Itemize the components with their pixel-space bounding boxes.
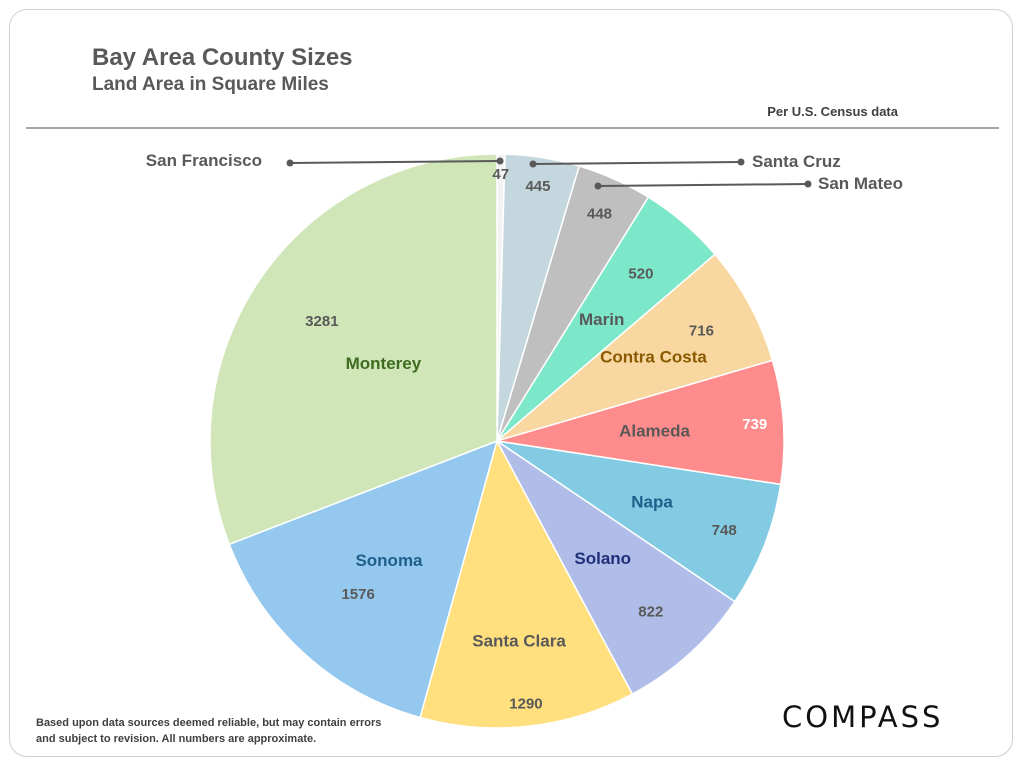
leader-dot-start-san-francisco	[496, 157, 504, 165]
value-label-santa-cruz: 445	[525, 178, 550, 195]
value-label-solano: 822	[638, 603, 663, 620]
value-label-alameda: 739	[742, 416, 767, 433]
value-label-marin: 520	[628, 265, 653, 282]
leader-dot-start-santa-cruz	[529, 160, 537, 168]
value-label-sonoma: 1576	[341, 586, 374, 603]
leader-line-san-francisco	[289, 160, 501, 164]
value-label-san-mateo: 448	[587, 205, 612, 222]
leader-dot-end-santa-cruz	[737, 158, 745, 166]
name-label-sonoma: Sonoma	[355, 551, 423, 570]
leader-dot-start-san-mateo	[594, 182, 602, 190]
value-label-santa-clara: 1290	[509, 695, 542, 712]
leader-dot-end-san-francisco	[286, 159, 294, 167]
disclaimer: Based upon data sources deemed reliable,…	[36, 717, 382, 745]
value-label-monterey: 3281	[305, 313, 338, 330]
name-label-monterey: Monterey	[346, 354, 422, 373]
leader-line-san-mateo	[597, 183, 809, 187]
pie-slice-alameda	[496, 359, 785, 486]
leader-dot-end-san-mateo	[804, 180, 812, 188]
value-label-contra-costa: 716	[689, 322, 714, 339]
name-label-napa: Napa	[631, 493, 673, 512]
header-divider	[26, 127, 999, 129]
pie-slice-contra-costa	[496, 253, 774, 442]
leader-line-santa-cruz	[532, 161, 742, 165]
name-label-santa-clara: Santa Clara	[472, 632, 566, 651]
chart-title: Bay Area County Sizes	[92, 44, 353, 71]
name-label-santa-cruz: Santa Cruz	[752, 152, 841, 171]
pie-slice-napa	[496, 440, 782, 603]
name-label-marin: Marin	[579, 310, 624, 329]
source-note: Per U.S. Census data	[767, 104, 898, 119]
pie-slice-sonoma	[228, 439, 499, 719]
compass-logo: COMPASS	[782, 700, 944, 734]
value-label-napa: 748	[712, 522, 737, 539]
name-label-solano: Solano	[574, 549, 631, 568]
pie-slice-monterey	[209, 153, 498, 546]
name-label-contra-costa: Contra Costa	[600, 347, 707, 366]
name-label-alameda: Alameda	[619, 422, 690, 441]
pie-slice-santa-clara	[419, 438, 634, 729]
chart-subtitle: Land Area in Square Miles	[92, 74, 329, 95]
name-label-san-francisco: San Francisco	[146, 151, 262, 170]
value-label-san-francisco: 47	[492, 166, 509, 183]
name-label-san-mateo: San Mateo	[818, 174, 903, 193]
pie-slice-solano	[496, 440, 736, 696]
